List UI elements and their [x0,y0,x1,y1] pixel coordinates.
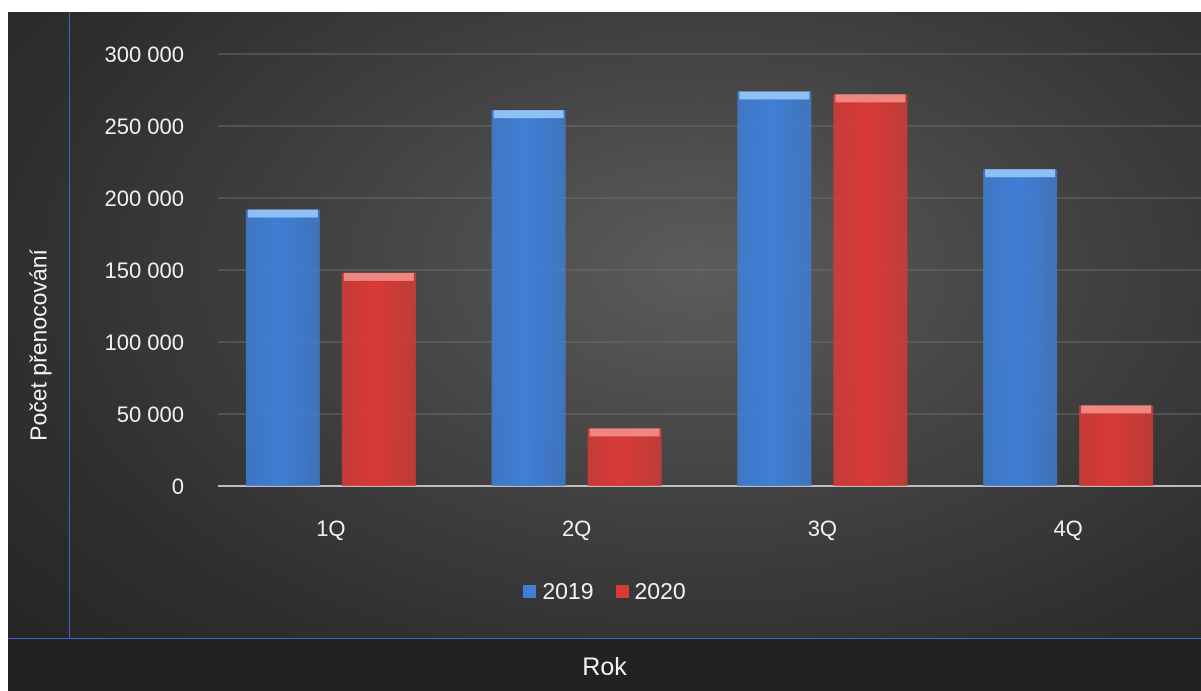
bar-2020-1Q [341,272,416,486]
x-tick-label-1Q: 1Q [316,516,345,541]
bar-top-2019-3Q [739,91,810,100]
chart-frame: Počet přenocování 0 50 000 100 000 150 000 2… [8,12,1201,691]
bar-2020-3Q [833,94,908,486]
bar-2019-1Q [245,209,320,486]
bars [245,91,1154,486]
bar-top-2019-1Q [247,209,318,218]
y-tick-label: 0 [172,474,184,499]
bar-2019-2Q [491,110,566,486]
x-tick-label-4Q: 4Q [1053,516,1082,541]
x-axis-title-area: Rok [8,638,1201,691]
legend-swatch-2019 [523,585,537,598]
legend-swatch-2020 [615,585,629,598]
x-axis-title: Rok [582,653,627,681]
bar-top-2019-2Q [493,110,564,119]
bar-2020-4Q [1079,405,1154,486]
y-tick-label: 300 000 [104,42,184,67]
bar-top-2019-4Q [985,169,1056,178]
y-tick-label: 200 000 [104,186,184,211]
y-axis-title-area: Počet přenocování [8,12,70,638]
x-tick-label-2Q: 2Q [562,516,591,541]
legend: 2019 2020 [8,578,1201,605]
y-tick-label: 150 000 [104,258,184,283]
bar-top-2020-1Q [343,272,414,281]
y-tick-label: 50 000 [117,402,184,427]
x-tick-label-3Q: 3Q [808,516,837,541]
bar-chart: 0 50 000 100 000 150 000 200 000 250 000 300 0… [104,42,1201,541]
x-tick-labels: 1Q 2Q 3Q 4Q [316,516,1083,541]
legend-label-2019: 2019 [542,578,594,604]
bar-top-2020-2Q [589,428,660,437]
legend-label-2020: 2020 [634,578,686,604]
bar-2019-4Q [983,169,1058,486]
bar-top-2020-3Q [835,94,906,103]
y-tick-labels: 0 50 000 100 000 150 000 200 000 250 000 300 0… [104,42,184,499]
bar-2020-2Q [587,428,662,486]
bar-2019-3Q [737,91,812,486]
legend-item-2020: 2020 [615,578,686,605]
y-tick-label: 100 000 [104,330,184,355]
legend-item-2019: 2019 [523,578,594,605]
bar-top-2020-4Q [1081,405,1152,414]
y-tick-label: 250 000 [104,114,184,139]
